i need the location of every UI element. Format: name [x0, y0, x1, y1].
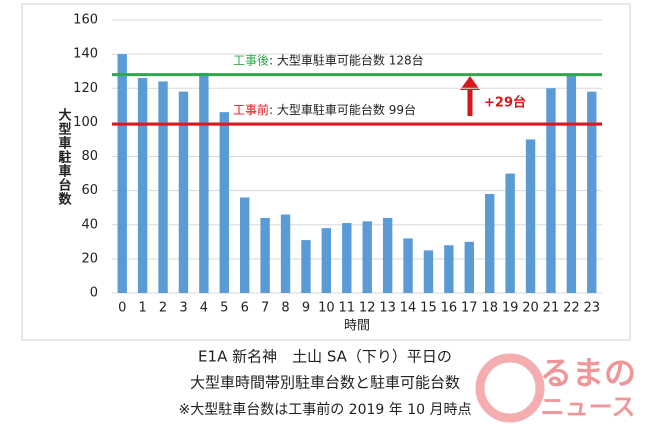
- bar: [137, 78, 148, 293]
- bar: [301, 240, 311, 293]
- y-tick-label: 60: [81, 183, 98, 198]
- y-tick-label: 0: [90, 286, 98, 301]
- bar: [260, 217, 270, 293]
- x-tick-label: 6: [241, 301, 249, 316]
- annotation: +29台: [484, 95, 526, 111]
- y-tick-label: 80: [81, 149, 98, 164]
- reference-text: : 大型車駐車可能台数 128台: [269, 52, 424, 67]
- reference-prefix: 工事後: [233, 53, 269, 67]
- y-tick-label: 160: [73, 13, 98, 28]
- x-tick-label: 2: [159, 301, 167, 316]
- x-tick-label: 5: [220, 301, 228, 316]
- bar: [219, 112, 229, 293]
- bar: [342, 223, 352, 293]
- x-tick-label: 21: [543, 301, 560, 316]
- arrow-head: [460, 76, 480, 90]
- reference-text: : 大型車駐車可能台数 99台: [269, 102, 416, 117]
- x-axis-label: 時間: [344, 319, 370, 334]
- y-tick-label: 140: [73, 47, 98, 62]
- chart-border: [21, 3, 631, 341]
- bar: [178, 91, 189, 293]
- x-tick-label: 0: [118, 301, 126, 316]
- bar: [505, 173, 515, 293]
- reference-label: 工事前: 大型車駐車可能台数 99台: [233, 102, 416, 117]
- bar: [362, 221, 372, 293]
- x-tick-label: 3: [179, 301, 187, 316]
- bar: [117, 54, 127, 293]
- caption: E1A 新名神 土山 SA（下り）平日の: [198, 348, 452, 366]
- bar: [464, 241, 474, 293]
- reference-label: 工事後: 大型車駐車可能台数 128台: [233, 52, 424, 67]
- watermark: るまの: [540, 354, 636, 392]
- x-tick-label: 10: [318, 301, 335, 316]
- x-tick-label: 8: [281, 301, 289, 316]
- bar: [280, 214, 291, 293]
- y-tick-label: 40: [81, 217, 98, 232]
- bar: [321, 228, 332, 293]
- x-tick-label: 22: [563, 301, 580, 316]
- x-tick-label: 1: [138, 301, 146, 316]
- bar: [403, 238, 413, 293]
- bar: [158, 81, 168, 293]
- x-tick-label: 19: [502, 301, 519, 316]
- x-tick-label: 7: [261, 301, 269, 316]
- bar: [199, 72, 209, 293]
- reference-prefix: 工事前: [233, 102, 269, 117]
- bar: [485, 194, 495, 293]
- x-tick-label: 14: [400, 301, 417, 316]
- x-tick-label: 15: [420, 301, 437, 316]
- bar: [382, 217, 393, 293]
- caption: ※大型駐車台数は工事前の 2019 年 10 月時点: [179, 401, 472, 418]
- y-axis-label: 大型車駐車台数: [56, 107, 72, 206]
- x-tick-label: 12: [359, 301, 376, 316]
- y-tick-label: 120: [73, 81, 98, 96]
- x-tick-label: 23: [584, 301, 601, 316]
- bar: [240, 197, 250, 293]
- bar: [587, 91, 597, 293]
- bar: [546, 88, 556, 293]
- x-tick-label: 13: [379, 301, 396, 316]
- bar: [423, 250, 434, 293]
- x-tick-label: 20: [522, 301, 539, 316]
- x-tick-label: 9: [302, 301, 310, 316]
- x-tick-label: 18: [481, 301, 498, 316]
- bar: [525, 139, 536, 293]
- bar: [566, 74, 577, 293]
- y-tick-label: 20: [81, 251, 98, 266]
- bar: [444, 245, 454, 293]
- x-tick-label: 4: [200, 301, 208, 316]
- watermark: ニュース: [541, 393, 636, 421]
- x-tick-label: 11: [339, 301, 356, 316]
- caption: 大型車時間帯別駐車台数と駐車可能台数: [190, 374, 460, 392]
- x-tick-label: 16: [441, 301, 458, 316]
- y-tick-label: 100: [73, 115, 98, 130]
- logo-ring: [475, 353, 545, 423]
- x-tick-label: 17: [461, 301, 478, 316]
